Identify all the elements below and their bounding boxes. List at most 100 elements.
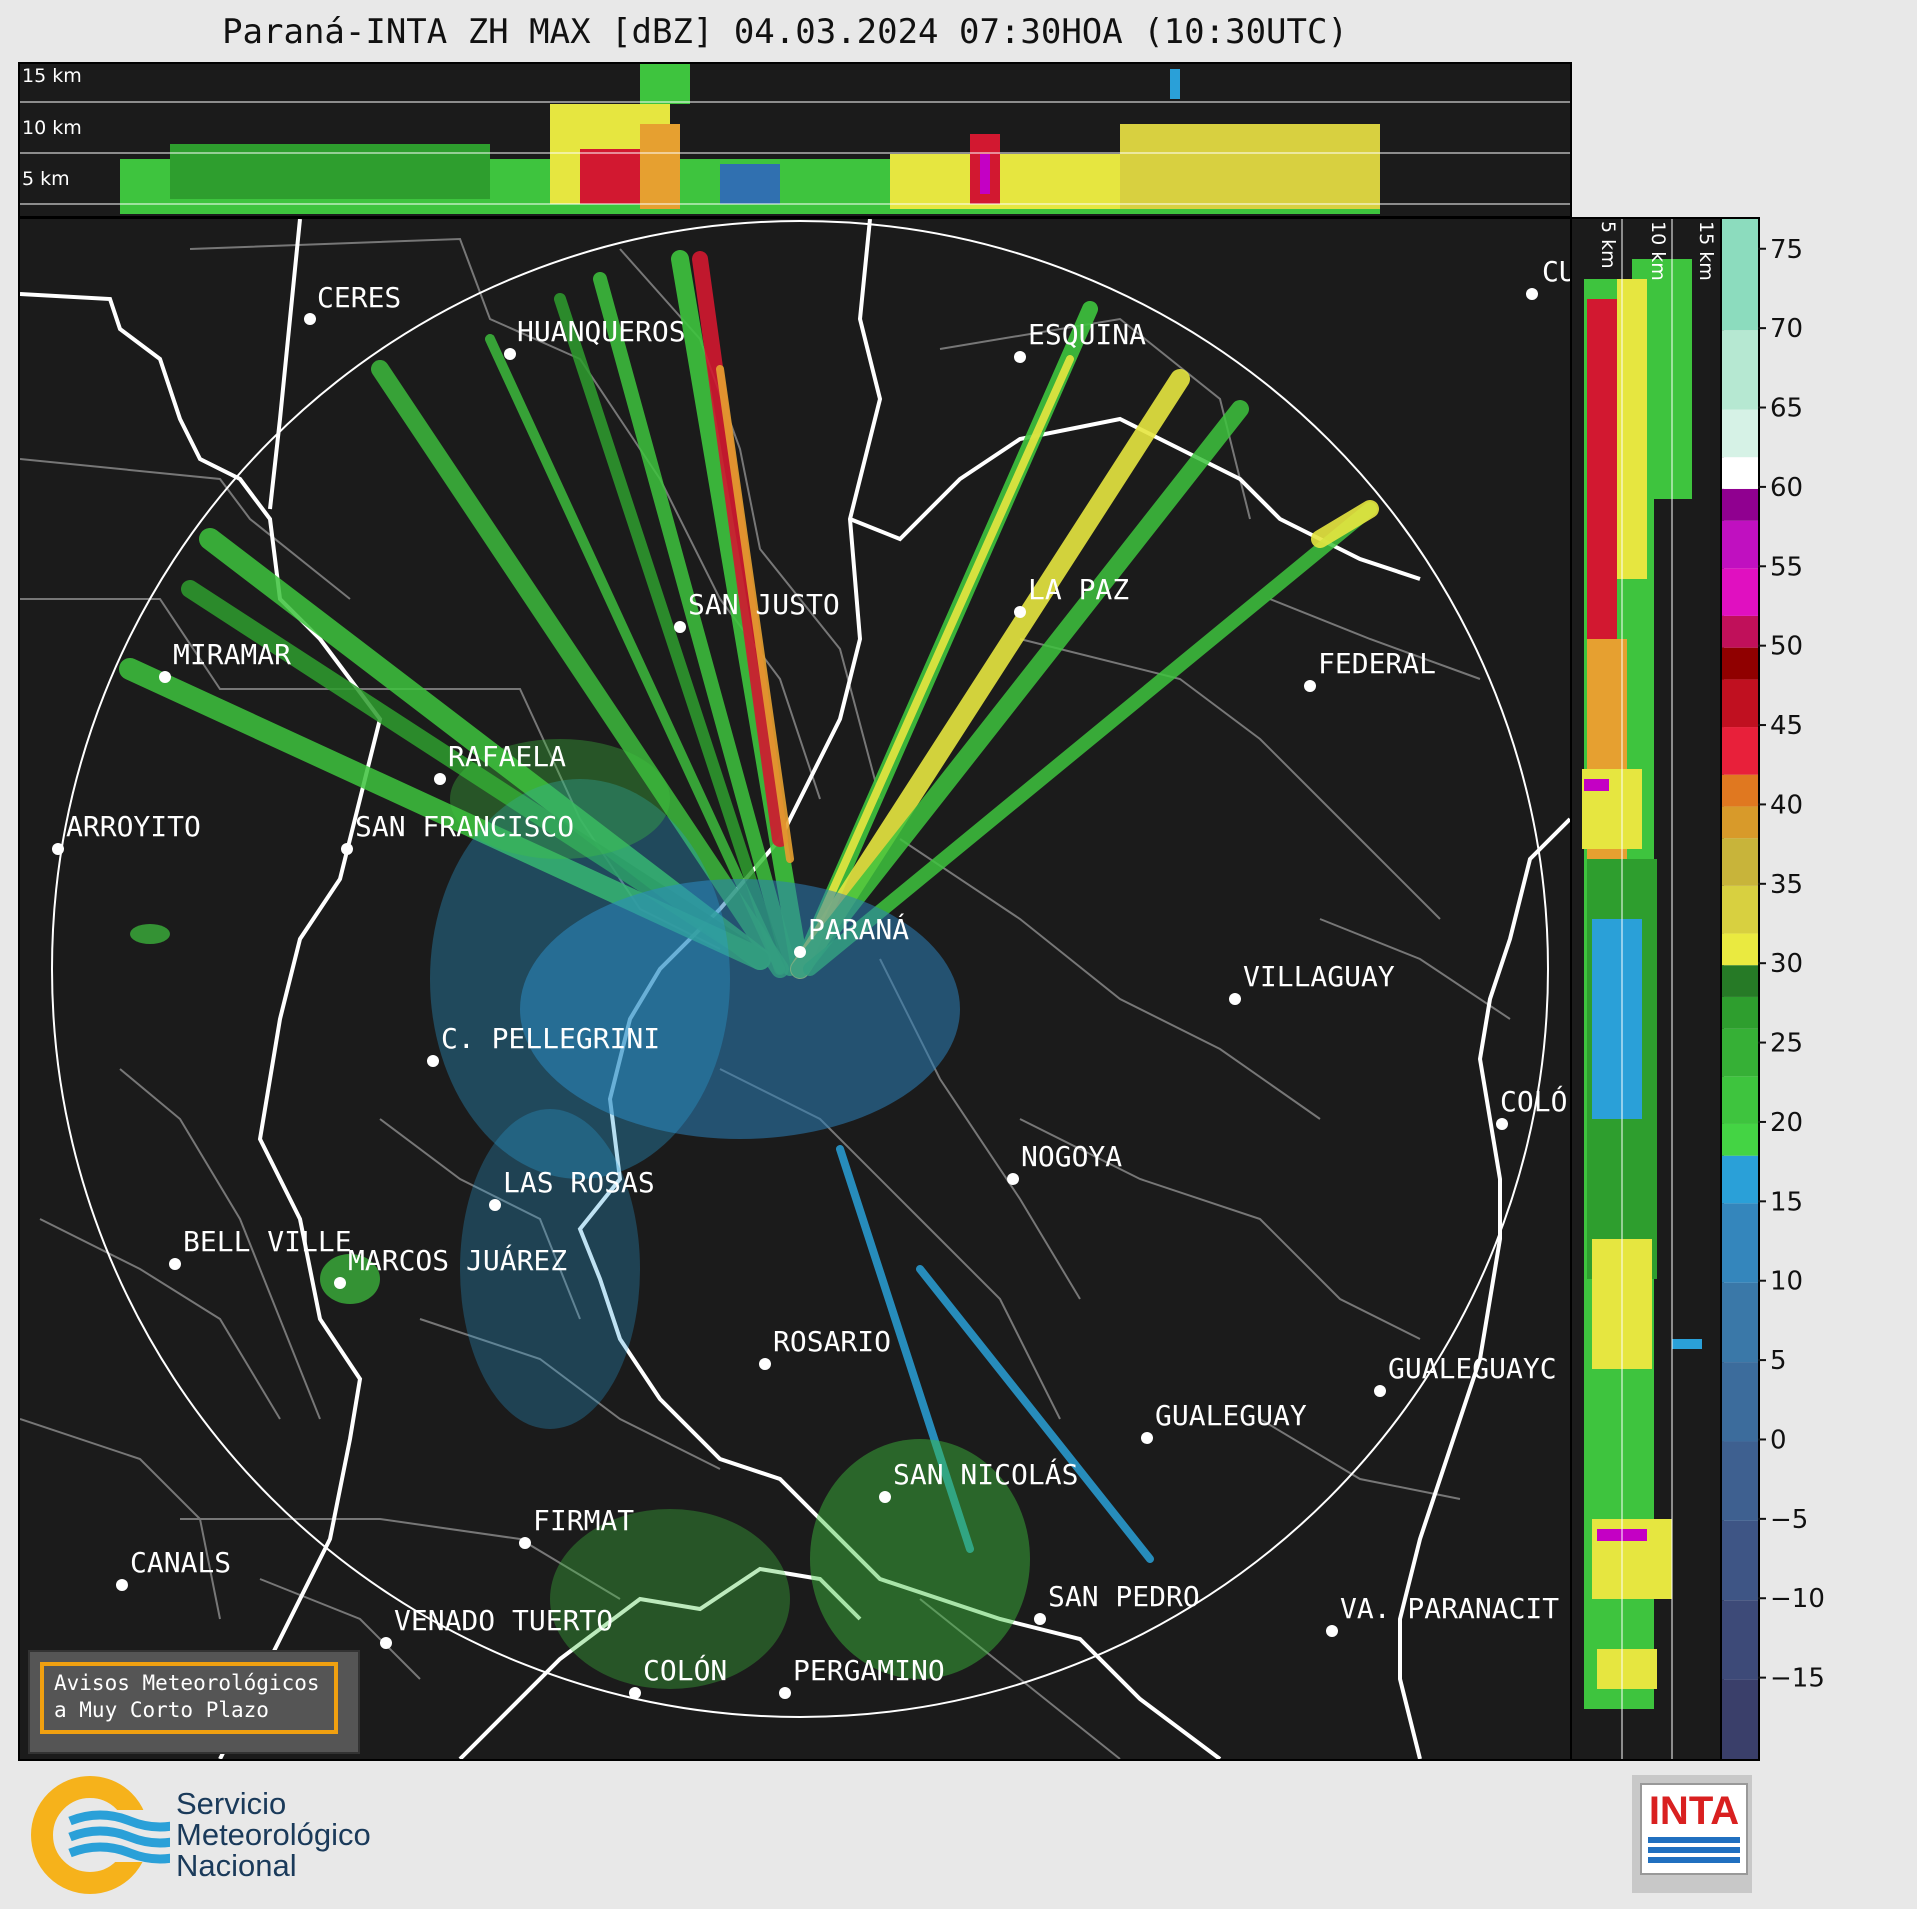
colorbar-tick-label: 20 [1770,1108,1803,1138]
city-label: SAN FRANCISCO [355,810,574,843]
colorbar-tick-label: 70 [1770,314,1803,344]
department-boundaries [20,237,1511,1759]
city-label: VENADO TUERTO [394,1604,613,1637]
colorbar-band [1722,615,1758,648]
colorbar-band [1722,1600,1758,1680]
colorbar-band [1722,933,1758,966]
alt-label-15: 15 km [22,65,82,87]
city-label: MIRAMAR [173,638,291,671]
city-label: LA PAZ [1028,573,1129,606]
colorbar-band [1722,647,1758,680]
side-echo-band [1582,259,1702,1709]
colorbar-tick-label: 40 [1770,790,1803,820]
colorbar-band [1722,568,1758,616]
city-label: CERES [317,281,401,314]
colorbar-band [1722,330,1758,410]
colorbar-tick-label: 55 [1770,552,1803,582]
colorbar-band [1722,965,1758,997]
colorbar-band [1722,1679,1758,1759]
city-label: VA. PARANACIT [1340,1592,1559,1625]
city-label: RAFAELA [448,740,566,773]
city-label: BELL VILLE [183,1225,352,1258]
smn-line-3: Nacional [176,1848,297,1883]
colorbar-band [1722,488,1758,521]
inta-logo-inner: INTA [1640,1783,1748,1875]
inta-logo-stripes [1648,1837,1740,1863]
colorbar-tick-label: 10 [1770,1267,1803,1297]
city-label: COLÓN [643,1653,727,1687]
smn-logo-text: Servicio Meteorológico Nacional [176,1788,371,1881]
top-echo-band [120,64,1380,214]
city-label: PERGAMINO [793,1654,945,1687]
colorbar-band [1722,727,1758,775]
city-label: MARCOS JUÁREZ [348,1243,567,1277]
side-alt-label-15: 15 km [1695,221,1717,281]
city-label: ESQUINA [1028,318,1146,351]
city-label: VILLAGUAY [1243,960,1395,993]
colorbar-band [1722,1520,1758,1601]
colorbar-tick-label: 45 [1770,711,1803,741]
colorbar-band [1722,885,1758,934]
colorbar-band [1722,1028,1758,1077]
colorbar-band [1722,1076,1758,1124]
city-label: GUALEGUAY [1155,1399,1307,1432]
colorbar-ticks: 75 70 65 60 55 50 45 40 35 30 25 20 15 10 5 0 −5 −10 −15 [1758,217,1898,1757]
colorbar-tick-label: 35 [1770,870,1803,900]
colorbar-svg [1722,219,1758,1759]
alert-line-2: a Muy Corto Plazo [54,1698,269,1722]
smn-line-2: Meteorológico [176,1817,371,1852]
colorbar-band [1722,457,1758,489]
colorbar [1720,217,1760,1761]
province-boundaries [20,219,1570,1759]
colorbar-tick-label: 75 [1770,235,1803,265]
side-cross-section-panel: 5 km 10 km 15 km [1570,217,1724,1761]
colorbar-tick-label: 65 [1770,394,1803,424]
colorbar-band [1722,1441,1758,1521]
city-label: SAN JUSTO [688,588,840,621]
city-label: SAN NICOLÁS [893,1457,1078,1491]
radar-range-circle [51,220,1549,1718]
top-cross-section-panel: 15 km 10 km 5 km [18,62,1572,218]
colorbar-tick-label: 60 [1770,473,1803,503]
colorbar-band [1722,996,1758,1029]
colorbar-tick-label: 30 [1770,949,1803,979]
colorbar-tick-label: 25 [1770,1029,1803,1059]
side-alt-label-10: 10 km [1647,221,1669,281]
colorbar-tick-label: 0 [1770,1425,1787,1455]
city-label: HUANQUEROS [517,315,686,348]
alert-box: Avisos Meteorológicos a Muy Corto Plazo [28,1650,360,1754]
colorbar-band [1722,1155,1758,1204]
city-markers: CERES HUANQUEROS ESQUINA CU SAN JUSTO LA… [52,255,1570,1699]
colorbar-band [1722,838,1758,886]
side-alt-label-5: 5 km [1597,221,1619,269]
inta-logo: INTA [1632,1775,1752,1893]
alert-line-1: Avisos Meteorológicos [54,1671,320,1695]
smn-logo-icon [31,1776,170,1894]
city-label: FEDERAL [1318,647,1436,680]
colorbar-tick-label: −10 [1770,1584,1825,1614]
colorbar-band [1722,806,1758,839]
smn-line-1: Servicio [176,1786,287,1821]
city-label: ARROYITO [66,810,201,843]
colorbar-tick-label: −5 [1770,1505,1808,1535]
alt-label-5: 5 km [22,168,70,190]
alt-label-10: 10 km [22,117,82,139]
city-label: CANALS [130,1546,231,1579]
colorbar-band [1722,679,1758,728]
colorbar-tick-label: −15 [1770,1664,1825,1694]
inta-logo-text: INTA [1648,1789,1740,1833]
colorbar-band [1722,1123,1758,1156]
city-label: CU [1542,255,1570,288]
city-label: COLÓ [1500,1084,1567,1118]
colorbar-tick-label: 50 [1770,632,1803,662]
city-label: SAN PEDRO [1048,1580,1200,1613]
colorbar-tick-label: 15 [1770,1187,1803,1217]
city-label: FIRMAT [533,1504,634,1537]
colorbar-tick-label: 5 [1770,1346,1787,1376]
colorbar-band [1722,219,1758,331]
city-label: PARANÁ [808,912,909,946]
side-cross-section-svg: 5 km 10 km 15 km [1582,219,1717,1759]
city-label: LAS ROSAS [503,1166,655,1199]
top-cross-section-svg: 15 km 10 km 5 km [20,64,1570,214]
